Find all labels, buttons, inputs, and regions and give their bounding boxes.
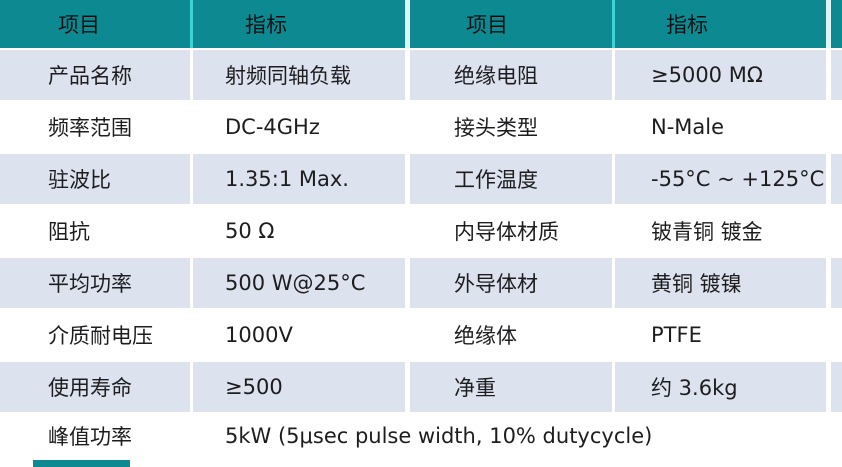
param-name-cell: 内导体材质 xyxy=(410,206,612,256)
column-separator xyxy=(405,0,410,48)
table-edge-sliver xyxy=(831,102,842,152)
param-name-cell: 介质耐电压 xyxy=(0,310,190,360)
next-header-partial xyxy=(33,460,130,467)
param-name-cell: 净重 xyxy=(410,362,612,412)
param-value-cell: 500 W@25°C xyxy=(193,258,405,308)
table-row: 产品名称 射频同轴负载 绝缘电阻 ≥5000 MΩ xyxy=(0,50,842,100)
param-value-cell: ≥5000 MΩ xyxy=(615,50,826,100)
param-value-cell-spanning: 5kW (5μsec pulse width, 10% dutycycle) xyxy=(193,414,842,458)
param-name-cell: 绝缘体 xyxy=(410,310,612,360)
param-name-cell: 频率范围 xyxy=(0,102,190,152)
header-cell-item-right: 项目 xyxy=(410,0,612,48)
param-value-cell: 黄铜 镀镍 xyxy=(615,258,826,308)
param-name-cell: 绝缘电阻 xyxy=(410,50,612,100)
column-separator xyxy=(612,0,615,48)
table-edge-sliver xyxy=(831,310,842,360)
table-row: 使用寿命 ≥500 净重 约 3.6kg xyxy=(0,362,842,412)
param-value-cell: DC-4GHz xyxy=(193,102,405,152)
param-name-cell: 驻波比 xyxy=(0,154,190,204)
param-name-cell: 产品名称 xyxy=(0,50,190,100)
param-value-cell: 1000V xyxy=(193,310,405,360)
table-row: 频率范围 DC-4GHz 接头类型 N-Male xyxy=(0,102,842,152)
param-name-cell: 接头类型 xyxy=(410,102,612,152)
param-value-cell: 约 3.6kg xyxy=(615,362,826,412)
table-edge-sliver xyxy=(831,206,842,256)
param-name-cell: 峰值功率 xyxy=(0,414,190,458)
column-separator xyxy=(190,0,193,48)
param-value-cell: ≥500 xyxy=(193,362,405,412)
param-name-cell: 使用寿命 xyxy=(0,362,190,412)
table-edge-sliver xyxy=(831,258,842,308)
param-name-cell: 外导体材 xyxy=(410,258,612,308)
header-cell-item-left: 项目 xyxy=(0,0,190,48)
param-value-cell: PTFE xyxy=(615,310,826,360)
param-name-cell: 阻抗 xyxy=(0,206,190,256)
table-edge-sliver xyxy=(831,154,842,204)
param-name-cell: 工作温度 xyxy=(410,154,612,204)
param-value-cell: 铍青铜 镀金 xyxy=(615,206,826,256)
param-name-cell: 平均功率 xyxy=(0,258,190,308)
param-value-cell: 1.35:1 Max. xyxy=(193,154,405,204)
table-header-row: 项目 指标 项目 指标 xyxy=(0,0,842,48)
table-row: 介质耐电压 1000V 绝缘体 PTFE xyxy=(0,310,842,360)
table-row: 驻波比 1.35:1 Max. 工作温度 -55°C ~ +125°C xyxy=(0,154,842,204)
table-row: 平均功率 500 W@25°C 外导体材 黄铜 镀镍 xyxy=(0,258,842,308)
header-cell-spec-right: 指标 xyxy=(615,0,826,48)
param-value-cell: 50 Ω xyxy=(193,206,405,256)
table-row: 阻抗 50 Ω 内导体材质 铍青铜 镀金 xyxy=(0,206,842,256)
header-cell-spec-left: 指标 xyxy=(193,0,405,48)
table-edge-sliver xyxy=(831,0,842,48)
table-edge-sliver xyxy=(831,50,842,100)
param-value-cell: N-Male xyxy=(615,102,826,152)
column-separator xyxy=(826,0,831,48)
table-edge-sliver xyxy=(831,362,842,412)
table-footer-row: 峰值功率 5kW (5μsec pulse width, 10% dutycyc… xyxy=(0,414,842,458)
param-value-cell: 射频同轴负载 xyxy=(193,50,405,100)
param-value-cell: -55°C ~ +125°C xyxy=(615,154,826,204)
